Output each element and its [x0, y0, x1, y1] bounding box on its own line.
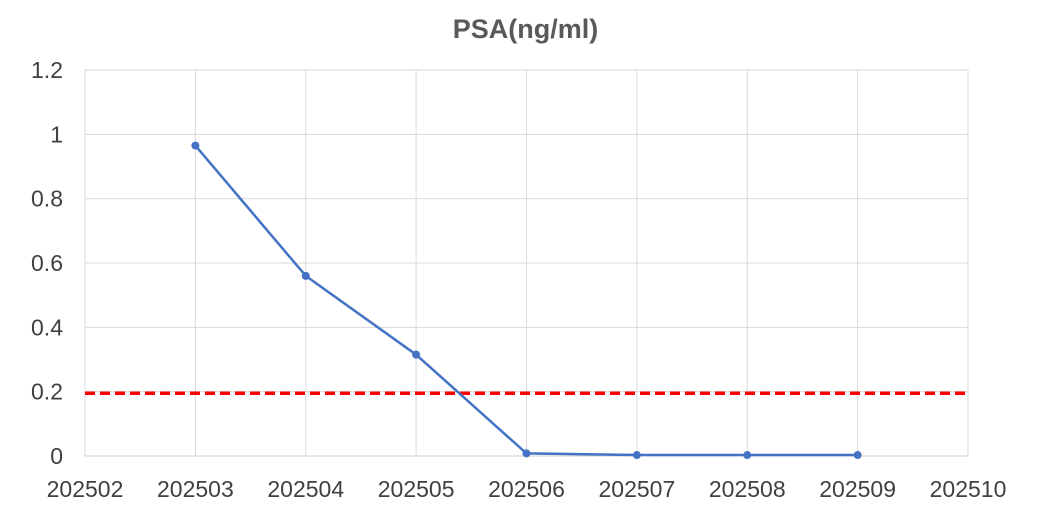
- data-point: [853, 451, 862, 460]
- data-point: [522, 449, 531, 458]
- x-axis-tick-labels: 202502 202503 202504 202505 202506 202507 2025…: [47, 476, 1007, 502]
- x-tick-label: 202510: [930, 476, 1007, 502]
- chart-title: PSA(ng/ml): [452, 14, 599, 44]
- y-axis-tick-labels: 0 0.2 0.4 0.6 0.8 1 1.2: [31, 57, 63, 469]
- x-tick-label: 202509: [819, 476, 896, 502]
- data-point: [632, 451, 641, 460]
- grid-lines: [84, 69, 969, 457]
- y-tick-label: 0: [50, 443, 63, 469]
- data-point: [412, 350, 421, 359]
- x-tick-label: 202503: [157, 476, 234, 502]
- x-tick-label: 202502: [47, 476, 124, 502]
- y-tick-label: 0.4: [31, 314, 63, 340]
- x-tick-label: 202507: [599, 476, 676, 502]
- y-tick-label: 0.6: [31, 250, 63, 276]
- x-tick-label: 202505: [378, 476, 455, 502]
- x-tick-label: 202506: [488, 476, 565, 502]
- x-tick-label: 202504: [267, 476, 344, 502]
- data-series: [191, 141, 862, 460]
- x-tick-label: 202508: [709, 476, 786, 502]
- data-point: [301, 271, 310, 280]
- data-point: [191, 141, 200, 150]
- y-tick-label: 1.2: [31, 57, 63, 83]
- y-tick-label: 0.2: [31, 379, 63, 405]
- data-point: [743, 451, 752, 460]
- y-tick-label: 1: [50, 121, 63, 147]
- y-tick-label: 0.8: [31, 186, 63, 212]
